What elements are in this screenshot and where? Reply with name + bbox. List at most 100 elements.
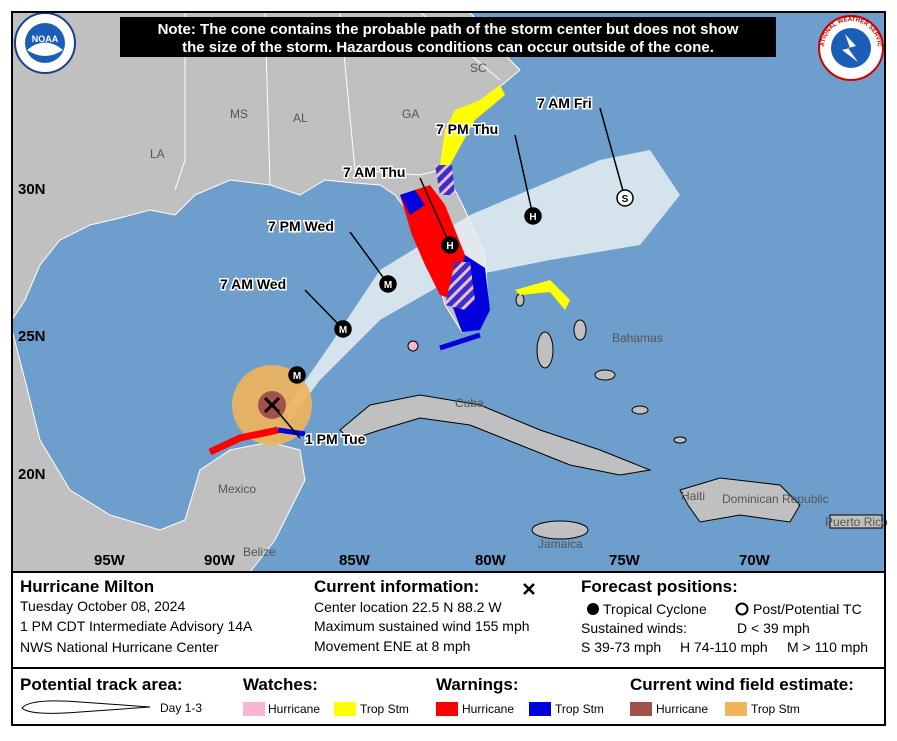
state-borders <box>339 11 441 176</box>
storm-center <box>263 396 281 414</box>
noaa-logo: NOAA <box>14 12 76 74</box>
state-label: LA <box>150 147 165 161</box>
current-location: Center location 22.5 N 88.2 W <box>314 599 502 615</box>
longitude-label: 70W <box>739 552 771 569</box>
marker-letter: H <box>446 241 453 252</box>
forecast-marker <box>616 189 634 207</box>
place-label: Bahamas <box>612 331 663 345</box>
legend-label: Hurricane <box>268 702 320 716</box>
track-leaders <box>514 134 534 217</box>
place-label: Mexico <box>218 482 256 496</box>
longitude-label: 80W <box>475 552 507 569</box>
hurricane-warning-coast <box>208 426 279 456</box>
cone-icon <box>21 700 151 714</box>
swatch <box>243 702 265 716</box>
place-label: Haiti <box>681 489 705 503</box>
place-label: Cuba <box>455 396 484 410</box>
swatch <box>436 702 458 716</box>
frame <box>11 11 886 726</box>
current-wind: Maximum sustained wind 155 mph <box>314 618 530 634</box>
forecast-time: 7 AM Fri <box>537 95 592 111</box>
latitude-label: 20N <box>18 466 46 483</box>
tropical-icon <box>587 603 599 615</box>
forecast-marker <box>334 320 352 338</box>
marker-letter: M <box>293 371 301 382</box>
place-label: Puerto Rico <box>825 515 888 529</box>
longitude-label: 95W <box>94 552 126 569</box>
forecast-time: 7 AM Thu <box>343 164 405 180</box>
tropical-storm-warning-coast <box>439 332 481 351</box>
logo-text: NOAA <box>32 34 59 44</box>
legend-label: Hurricane <box>656 702 708 716</box>
post-label: Post/Potential TC <box>753 601 862 617</box>
legend-label: Day 1-3 <box>160 701 202 715</box>
winds-title: Sustained winds: <box>581 620 687 636</box>
state-label: SC <box>470 61 487 75</box>
track-leaders <box>304 289 344 330</box>
place-label: Dominican Republic <box>722 492 829 506</box>
note: Note: The cone contains the probable pat… <box>158 21 739 38</box>
hurricane-warning <box>400 185 465 300</box>
legend-label: Trop Stm <box>751 702 800 716</box>
state-label: AL <box>293 111 308 125</box>
marker-letter: S <box>622 194 629 205</box>
state-label: GA <box>402 107 419 121</box>
cuba <box>339 394 652 476</box>
legend-label: Trop Stm <box>555 702 604 716</box>
mexico-land <box>11 329 306 573</box>
state-borders <box>174 12 186 191</box>
legend-label: Trop Stm <box>360 702 409 716</box>
current-movement: Movement ENE at 8 mph <box>314 638 470 654</box>
marker-letter: M <box>384 280 392 291</box>
tropical-storm-warning <box>400 190 425 215</box>
swatch <box>529 702 551 716</box>
forecast-time: 7 AM Wed <box>220 276 286 292</box>
forecast-title: Forecast positions: <box>581 577 738 596</box>
forecast-markers: S H H M M M <box>288 189 634 384</box>
storm-name: Hurricane Milton <box>20 577 154 596</box>
hurricane-watch-hatched <box>445 262 475 310</box>
advisory: 1 PM CDT Intermediate Advisory 14A <box>20 618 253 634</box>
tropical-label: Tropical Cyclone <box>603 601 707 617</box>
track-leaders <box>419 177 451 246</box>
place-label: Jamaica <box>538 537 583 551</box>
tropical-storm-watch <box>515 280 570 310</box>
latitude-label: 25N <box>18 328 46 345</box>
swatch <box>630 702 652 716</box>
puerto-rico <box>829 514 883 529</box>
winds-m: M > 110 mph <box>787 639 868 655</box>
latitude-label: 30N <box>18 181 46 198</box>
bahamas <box>515 293 687 444</box>
winds-d: D < 39 mph <box>737 620 810 636</box>
map: S H H M M M SC GA MS AL LA Mexico Belize Cuba… <box>0 0 888 573</box>
longitude-label: 85W <box>339 552 371 569</box>
legend-title: Current wind field estimate: <box>630 675 854 694</box>
track-leaders <box>599 107 626 199</box>
forecast-marker <box>524 207 542 225</box>
forecast-marker <box>288 366 306 384</box>
tropical-storm-warning-coast <box>277 427 306 437</box>
longitude-label: 90W <box>204 552 236 569</box>
info-panel: Hurricane Milton Tuesday October 08, 202… <box>20 577 868 655</box>
hispaniola <box>679 477 801 523</box>
center: NWS National Hurricane Center <box>20 639 219 655</box>
forecast-time: 7 PM Thu <box>436 121 498 137</box>
winds-s: S 39-73 mph <box>581 639 661 655</box>
legend-title: Watches: <box>243 675 318 694</box>
current-title: Current information: <box>314 577 479 596</box>
place-label: Belize <box>243 545 276 559</box>
state-label: MS <box>230 107 248 121</box>
forecast-time: 7 PM Wed <box>268 218 334 234</box>
swatch <box>725 702 747 716</box>
note: the size of the storm. Hazardous conditi… <box>182 39 714 56</box>
legend-title: Potential track area: <box>20 675 183 694</box>
forecast-time: 1 PM Tue <box>305 431 366 447</box>
longitude-label: 75W <box>609 552 641 569</box>
forecast-marker <box>379 275 397 293</box>
disturbance <box>407 340 419 352</box>
track-cone <box>285 150 680 420</box>
legend: Potential track area: Day 1-3 Watches: H… <box>20 675 854 716</box>
current-icon <box>523 583 535 595</box>
